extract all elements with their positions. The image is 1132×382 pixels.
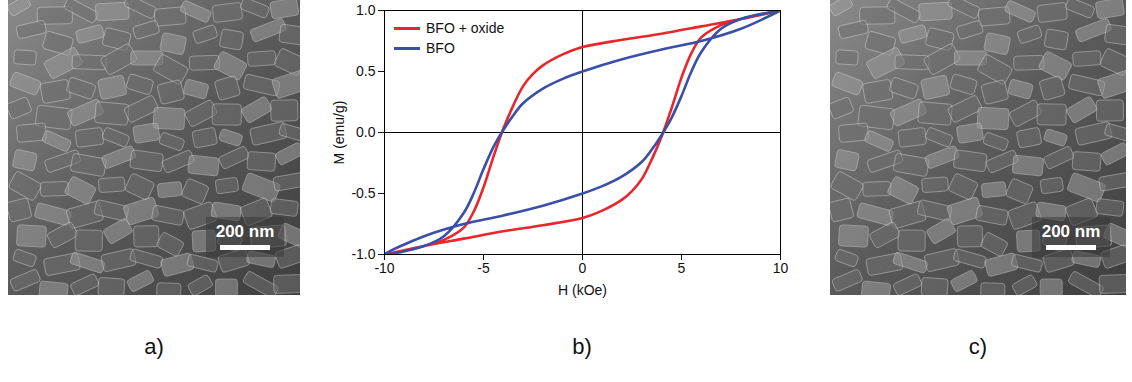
- html-text:c): c): [968, 334, 988, 359]
- svg-text:0: 0: [579, 260, 587, 276]
- svg-text:0.0: 0.0: [356, 124, 376, 140]
- svg-text:200 nm: 200 nm: [1042, 222, 1101, 241]
- html-text:b): b): [572, 334, 592, 359]
- svg-text:M (emu/g): M (emu/g): [331, 101, 347, 165]
- svg-text:0.5: 0.5: [356, 63, 376, 79]
- svg-text:200 nm: 200 nm: [216, 222, 275, 241]
- svg-text:5: 5: [678, 260, 686, 276]
- svg-text:-0.5: -0.5: [351, 185, 375, 201]
- svg-text:-5: -5: [477, 260, 490, 276]
- svg-text:10: 10: [773, 260, 789, 276]
- html-text:BFO: BFO: [426, 40, 455, 56]
- html-text:BFO + oxide: BFO + oxide: [426, 20, 505, 36]
- svg-text:-1.0: -1.0: [351, 246, 375, 262]
- svg-text:1.0: 1.0: [356, 2, 376, 18]
- svg-text:H (kOe): H (kOe): [558, 282, 607, 298]
- html-text:a): a): [144, 334, 164, 359]
- svg-text:-10: -10: [374, 260, 394, 276]
